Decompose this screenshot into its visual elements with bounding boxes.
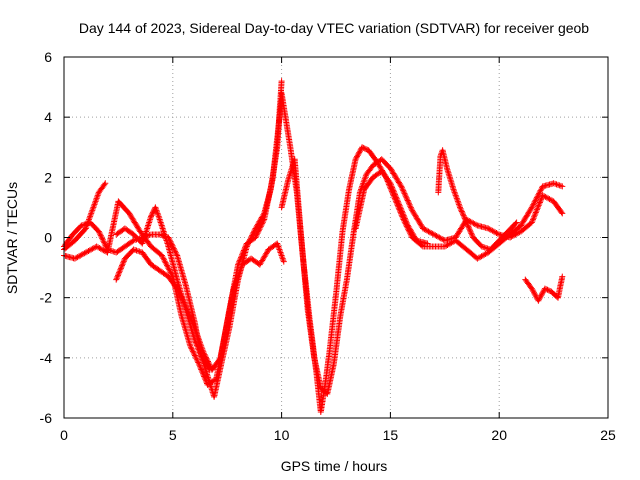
y-tick-label: 6 xyxy=(44,49,52,65)
x-tick-label: 10 xyxy=(274,427,290,443)
x-tick-label: 25 xyxy=(600,427,616,443)
series-track-i xyxy=(435,147,520,253)
x-tick-label: 0 xyxy=(60,427,68,443)
x-tick-label: 20 xyxy=(491,427,507,443)
series-track-h xyxy=(352,168,431,247)
y-tick-label: 2 xyxy=(44,169,52,185)
axis-ticks: 0 5 10 15 20 25 -6 -4 -2 0 2 4 6 xyxy=(40,49,616,443)
series-markers xyxy=(522,273,566,304)
x-tick-label: 15 xyxy=(383,427,399,443)
series-markers xyxy=(113,96,285,373)
y-axis-label: SDTVAR / TECUs xyxy=(4,182,20,294)
series-markers xyxy=(435,147,520,253)
x-tick-label: 5 xyxy=(169,427,177,443)
y-tick-label: 0 xyxy=(44,230,52,246)
x-axis-label: GPS time / hours xyxy=(281,458,388,474)
series-track-e xyxy=(113,96,285,373)
data-marks xyxy=(61,78,566,415)
y-tick-label: -2 xyxy=(40,290,53,306)
chart-title: Day 144 of 2023, Sidereal Day-to-day VTE… xyxy=(79,20,589,36)
y-tick-label: -6 xyxy=(40,410,53,426)
series-track-j xyxy=(522,273,566,304)
y-tick-label: 4 xyxy=(44,109,52,125)
series-markers xyxy=(352,168,431,247)
y-tick-label: -4 xyxy=(40,350,53,366)
